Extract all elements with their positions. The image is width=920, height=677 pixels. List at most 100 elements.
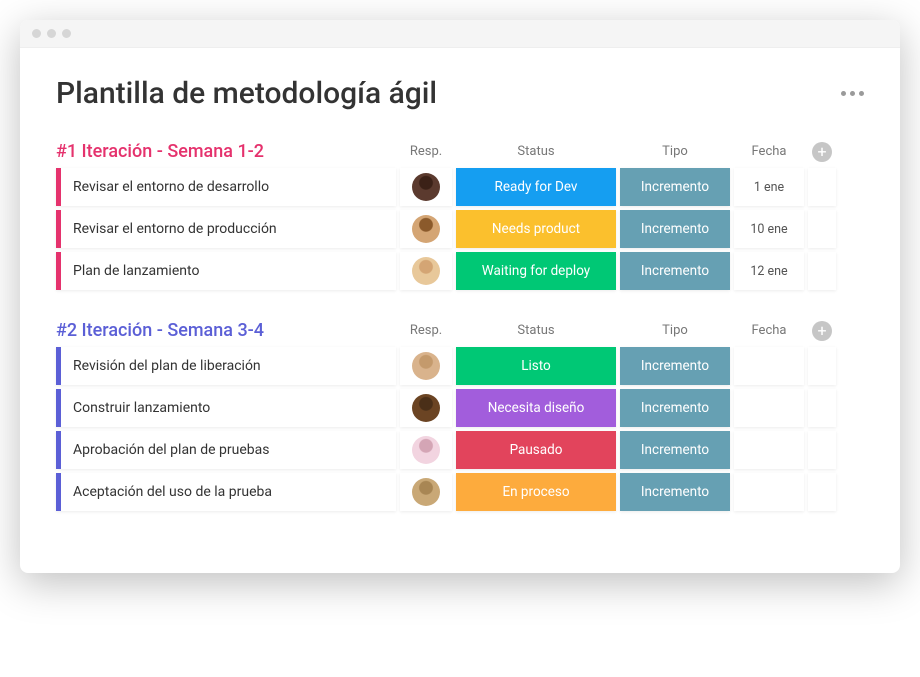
tipo-badge: Incremento (620, 431, 730, 469)
status-badge: Necesita diseño (456, 389, 616, 427)
group-header: #2 Iteración - Semana 3-4 Resp. Status Tipo… (56, 320, 864, 341)
tipo-badge: Incremento (620, 252, 730, 290)
resp-cell[interactable] (400, 210, 452, 248)
traffic-light-min[interactable] (47, 29, 56, 38)
resp-cell[interactable] (400, 347, 452, 385)
group-title[interactable]: #1 Iteración - Semana 1-2 (56, 141, 396, 162)
tipo-cell[interactable]: Incremento (620, 473, 730, 511)
tipo-badge: Incremento (620, 389, 730, 427)
avatar (412, 436, 440, 464)
task-label: Revisión del plan de liberación (73, 358, 261, 374)
trailing-cell (808, 389, 836, 427)
task-label: Revisar el entorno de producción (73, 221, 277, 237)
page-title: Plantilla de metodología ágil (56, 76, 437, 111)
tipo-badge: Incremento (620, 168, 730, 206)
status-cell[interactable]: En proceso (456, 473, 616, 511)
status-badge: En proceso (456, 473, 616, 511)
column-header-fecha[interactable]: Fecha (734, 323, 804, 338)
tipo-cell[interactable]: Incremento (620, 210, 730, 248)
window-titlebar (20, 20, 900, 48)
status-badge: Pausado (456, 431, 616, 469)
status-cell[interactable]: Needs product (456, 210, 616, 248)
table-row: Construir lanzamiento Necesita diseñoIncr… (56, 389, 864, 427)
task-cell[interactable]: Aceptación del uso de la prueba (56, 473, 396, 511)
status-cell[interactable]: Pausado (456, 431, 616, 469)
resp-cell[interactable] (400, 431, 452, 469)
column-header-resp[interactable]: Resp. (400, 144, 452, 159)
tipo-cell[interactable]: Incremento (620, 168, 730, 206)
tipo-badge: Incremento (620, 210, 730, 248)
table-row: Revisar el entorno de desarrollo Ready fo… (56, 168, 864, 206)
tipo-badge: Incremento (620, 347, 730, 385)
table-row: Plan de lanzamiento Waiting for deployInc… (56, 252, 864, 290)
trailing-cell (808, 347, 836, 385)
tipo-cell[interactable]: Incremento (620, 252, 730, 290)
column-header-tipo[interactable]: Tipo (620, 144, 730, 159)
resp-cell[interactable] (400, 473, 452, 511)
tipo-cell[interactable]: Incremento (620, 347, 730, 385)
task-label: Revisar el entorno de desarrollo (73, 179, 269, 195)
status-cell[interactable]: Necesita diseño (456, 389, 616, 427)
status-cell[interactable]: Waiting for deploy (456, 252, 616, 290)
status-cell[interactable]: Ready for Dev (456, 168, 616, 206)
traffic-light-close[interactable] (32, 29, 41, 38)
group-header: #1 Iteración - Semana 1-2 Resp. Status Tipo… (56, 141, 864, 162)
column-header-fecha[interactable]: Fecha (734, 144, 804, 159)
column-header-tipo[interactable]: Tipo (620, 323, 730, 338)
task-label: Aprobación del plan de pruebas (73, 442, 270, 458)
status-badge: Ready for Dev (456, 168, 616, 206)
group: #2 Iteración - Semana 3-4 Resp. Status Tipo… (56, 320, 864, 511)
tipo-badge: Incremento (620, 473, 730, 511)
fecha-cell[interactable]: 10 ene (734, 210, 804, 248)
app-window: Plantilla de metodología ágil #1 Iteraci… (20, 20, 900, 573)
tipo-cell[interactable]: Incremento (620, 389, 730, 427)
resp-cell[interactable] (400, 252, 452, 290)
avatar (412, 173, 440, 201)
avatar (412, 257, 440, 285)
task-cell[interactable]: Revisar el entorno de desarrollo (56, 168, 396, 206)
status-badge: Waiting for deploy (456, 252, 616, 290)
task-cell[interactable]: Revisar el entorno de producción (56, 210, 396, 248)
header-row: Plantilla de metodología ágil (56, 76, 864, 111)
trailing-cell (808, 473, 836, 511)
avatar (412, 394, 440, 422)
more-menu-button[interactable] (841, 91, 864, 96)
status-badge: Needs product (456, 210, 616, 248)
task-cell[interactable]: Plan de lanzamiento (56, 252, 396, 290)
column-header-status[interactable]: Status (456, 144, 616, 159)
trailing-cell (808, 168, 836, 206)
table-row: Revisión del plan de liberación ListoIncr… (56, 347, 864, 385)
trailing-cell (808, 210, 836, 248)
add-column-button[interactable]: + (812, 142, 832, 162)
trailing-cell (808, 252, 836, 290)
fecha-cell[interactable]: 12 ene (734, 252, 804, 290)
trailing-cell (808, 431, 836, 469)
task-label: Plan de lanzamiento (73, 263, 199, 279)
status-badge: Listo (456, 347, 616, 385)
avatar (412, 215, 440, 243)
resp-cell[interactable] (400, 389, 452, 427)
task-label: Aceptación del uso de la prueba (73, 484, 272, 500)
fecha-cell[interactable]: 1 ene (734, 168, 804, 206)
resp-cell[interactable] (400, 168, 452, 206)
group: #1 Iteración - Semana 1-2 Resp. Status Tipo… (56, 141, 864, 290)
avatar (412, 352, 440, 380)
traffic-light-max[interactable] (62, 29, 71, 38)
column-header-status[interactable]: Status (456, 323, 616, 338)
add-column-button[interactable]: + (812, 321, 832, 341)
table-row: Aprobación del plan de pruebas PausadoInc… (56, 431, 864, 469)
task-cell[interactable]: Aprobación del plan de pruebas (56, 431, 396, 469)
fecha-cell[interactable] (734, 431, 804, 469)
task-cell[interactable]: Revisión del plan de liberación (56, 347, 396, 385)
fecha-cell[interactable] (734, 347, 804, 385)
status-cell[interactable]: Listo (456, 347, 616, 385)
content-area: Plantilla de metodología ágil #1 Iteraci… (20, 48, 900, 573)
fecha-cell[interactable] (734, 473, 804, 511)
group-title[interactable]: #2 Iteración - Semana 3-4 (56, 320, 396, 341)
column-header-resp[interactable]: Resp. (400, 323, 452, 338)
table-row: Revisar el entorno de producción Needs pr… (56, 210, 864, 248)
fecha-cell[interactable] (734, 389, 804, 427)
avatar (412, 478, 440, 506)
task-cell[interactable]: Construir lanzamiento (56, 389, 396, 427)
tipo-cell[interactable]: Incremento (620, 431, 730, 469)
